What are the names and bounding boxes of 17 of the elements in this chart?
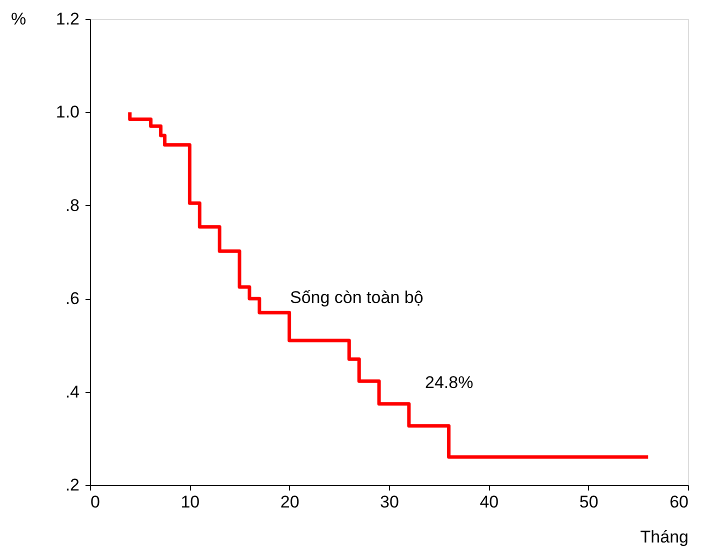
y-tick-label: 1.0: [56, 102, 80, 122]
y-tick-label: .4: [65, 382, 80, 402]
x-tick-label: 20: [280, 492, 300, 512]
y-tick-label: .2: [65, 476, 80, 494]
annotation: Sống còn toàn bộ: [290, 288, 424, 307]
x-tick-label: 40: [480, 492, 499, 512]
x-tick-label: 0: [90, 492, 100, 512]
x-axis-title: Tháng: [640, 528, 688, 546]
annotation: 24.8%: [425, 373, 474, 392]
x-tick-label: 60: [670, 492, 688, 512]
y-tick-label: .8: [65, 196, 80, 215]
y-tick-label: .6: [65, 289, 80, 308]
x-tick-label: 50: [579, 492, 598, 512]
x-tick-label: 30: [380, 492, 399, 512]
y-axis-title: %: [10, 10, 26, 28]
x-tick-label: 10: [180, 492, 200, 512]
y-tick-label: 1.2: [56, 10, 80, 28]
